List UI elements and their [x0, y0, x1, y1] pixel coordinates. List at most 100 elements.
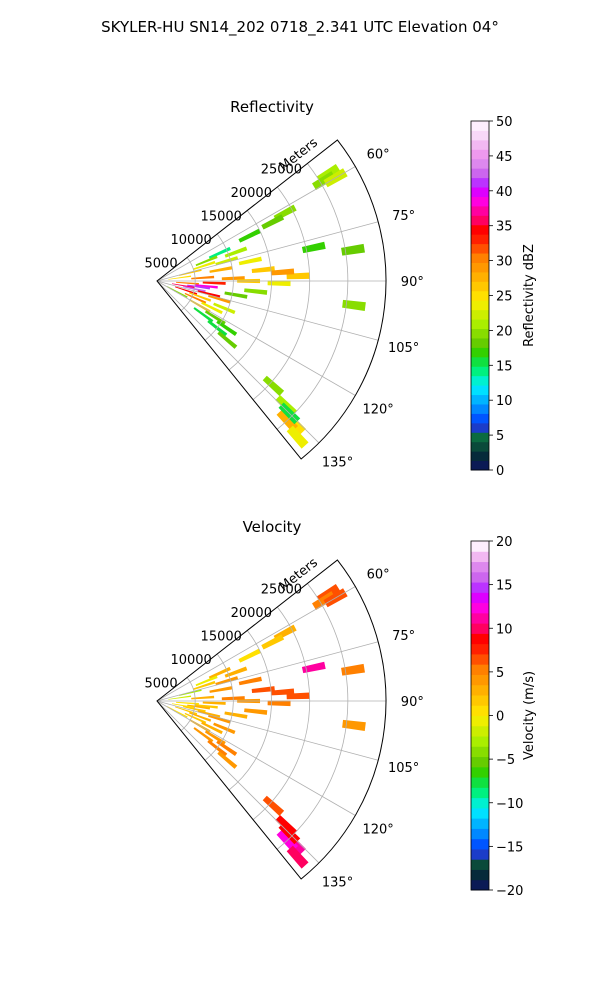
data-cell-10	[215, 676, 239, 686]
data-cell-48	[244, 708, 268, 715]
colorbar-segment	[471, 121, 489, 131]
radial-tick-label: 10000	[170, 233, 211, 248]
colorbar-segment	[471, 859, 489, 870]
colorbar: 0 5 10 15 20 25 30 35 40 45 50 Reflectivity dBZ	[470, 115, 537, 479]
data-cell-26	[208, 714, 231, 724]
colorbar-segment	[471, 130, 489, 141]
colorbar-segment	[471, 582, 489, 593]
colorbar-segment	[471, 828, 489, 840]
theta-tick-label: 120°	[362, 823, 393, 838]
colorbar-segment	[471, 807, 489, 819]
colorbar-segment	[471, 300, 489, 311]
colorbar-segment	[471, 684, 489, 696]
grid-arc-20000	[252, 186, 311, 400]
radial-tick-label: 25000	[261, 163, 302, 178]
grid-spoke-105	[156, 280, 379, 341]
radial-tick-label: 20000	[231, 606, 272, 621]
colorbar-segment	[471, 234, 489, 245]
colorbar-segment	[471, 715, 489, 727]
radial-tick-label: 15000	[201, 210, 242, 225]
colorbar-segment	[471, 623, 489, 634]
colorbar-segment	[471, 756, 489, 768]
grid-arc-25000	[276, 583, 349, 850]
colorbar-segment	[471, 215, 489, 226]
data-cell-13	[209, 686, 233, 693]
colorbar-segment	[471, 394, 489, 405]
theta-tick-label: 75°	[392, 209, 415, 224]
data-cell-15	[251, 686, 275, 694]
data-cell-5	[238, 648, 261, 663]
data-cell-16	[191, 275, 215, 280]
radial-tick-label: 20000	[231, 186, 272, 201]
colorbar-segment	[471, 224, 489, 235]
radial-tick-label: 10000	[170, 653, 211, 668]
colorbar-segment	[471, 541, 489, 552]
colorbar-segment	[471, 451, 489, 462]
data-cell-13	[209, 266, 233, 273]
colorbar-segment	[471, 766, 489, 778]
data-cell-51	[341, 243, 365, 256]
colorbar-segment	[471, 366, 489, 377]
grid-spoke-135	[156, 700, 320, 864]
colorbar-segment	[471, 725, 489, 737]
grid-arc-5000	[180, 257, 196, 311]
colorbar-segment	[471, 196, 489, 207]
radial-tick-label: 5000	[145, 677, 178, 692]
colorbar-segment	[471, 674, 489, 686]
colorbar-segment	[471, 356, 489, 367]
data-cell-9	[193, 680, 216, 690]
colorbar-segment	[471, 633, 489, 645]
data-cell-52	[342, 719, 366, 731]
data-cell-51	[341, 663, 365, 676]
data-cell-9	[193, 260, 216, 270]
colorbar-segment	[471, 818, 489, 829]
data-cell-31	[201, 301, 223, 315]
colorbar-segment	[471, 290, 489, 301]
colorbar-segment	[471, 797, 489, 809]
data-cell-52	[342, 299, 366, 311]
grid-spoke-120	[156, 280, 356, 396]
colorbar-segment	[471, 612, 489, 624]
data-cell-7	[195, 675, 218, 687]
colorbar-segment	[471, 271, 489, 282]
colorbar-tick-label: 45	[496, 150, 513, 165]
colorbar-segment	[471, 694, 489, 706]
theta-tick-label: 105°	[388, 341, 419, 356]
colorbar-segment	[471, 561, 489, 573]
colorbar-segment	[471, 460, 489, 471]
data-cell-4	[261, 634, 285, 650]
data-cell-34	[204, 310, 226, 325]
data-cell-12	[238, 676, 262, 686]
data-cells	[166, 163, 366, 449]
colorbar-segment	[471, 736, 489, 747]
figure-title: SKYLER-HU SN14_202 0718_2.341 UTC Elevat…	[101, 18, 499, 37]
colorbar-segment	[471, 375, 489, 386]
grid-arc-20000	[252, 606, 311, 820]
grid-arc-15000	[228, 630, 272, 791]
data-cell-46	[267, 700, 291, 707]
data-cell-29	[213, 302, 236, 315]
colorbar-segment	[471, 253, 489, 263]
data-cell-43	[286, 425, 309, 449]
colorbar-tick-label: 15	[496, 359, 513, 374]
colorbar-segment	[471, 158, 489, 169]
colorbar-segment	[471, 309, 489, 320]
colorbar-tick-label: 5	[496, 429, 504, 444]
colorbar-tick-label: 15	[496, 579, 513, 594]
grid-arc-10000	[204, 233, 234, 341]
data-cell-50	[301, 661, 326, 674]
colorbar-segment	[471, 664, 489, 675]
colorbar-tick-label: 20	[496, 324, 513, 339]
colorbar-segment	[471, 168, 489, 179]
colorbar-tick-label: −5	[496, 753, 515, 768]
data-cell-49	[224, 711, 248, 719]
colorbar-segment	[471, 848, 489, 860]
colorbar-tick-label: −15	[496, 840, 523, 855]
theta-tick-label: 60°	[367, 567, 390, 582]
colorbar: −20 −15 −10 −5 0 5 10 15 20 Velocity (m/s)	[470, 535, 537, 899]
colorbar-segment	[471, 869, 489, 881]
colorbar-segment	[471, 281, 489, 292]
data-cell-35	[216, 320, 238, 337]
data-cell-29	[213, 722, 236, 735]
data-cell-36	[193, 307, 214, 323]
